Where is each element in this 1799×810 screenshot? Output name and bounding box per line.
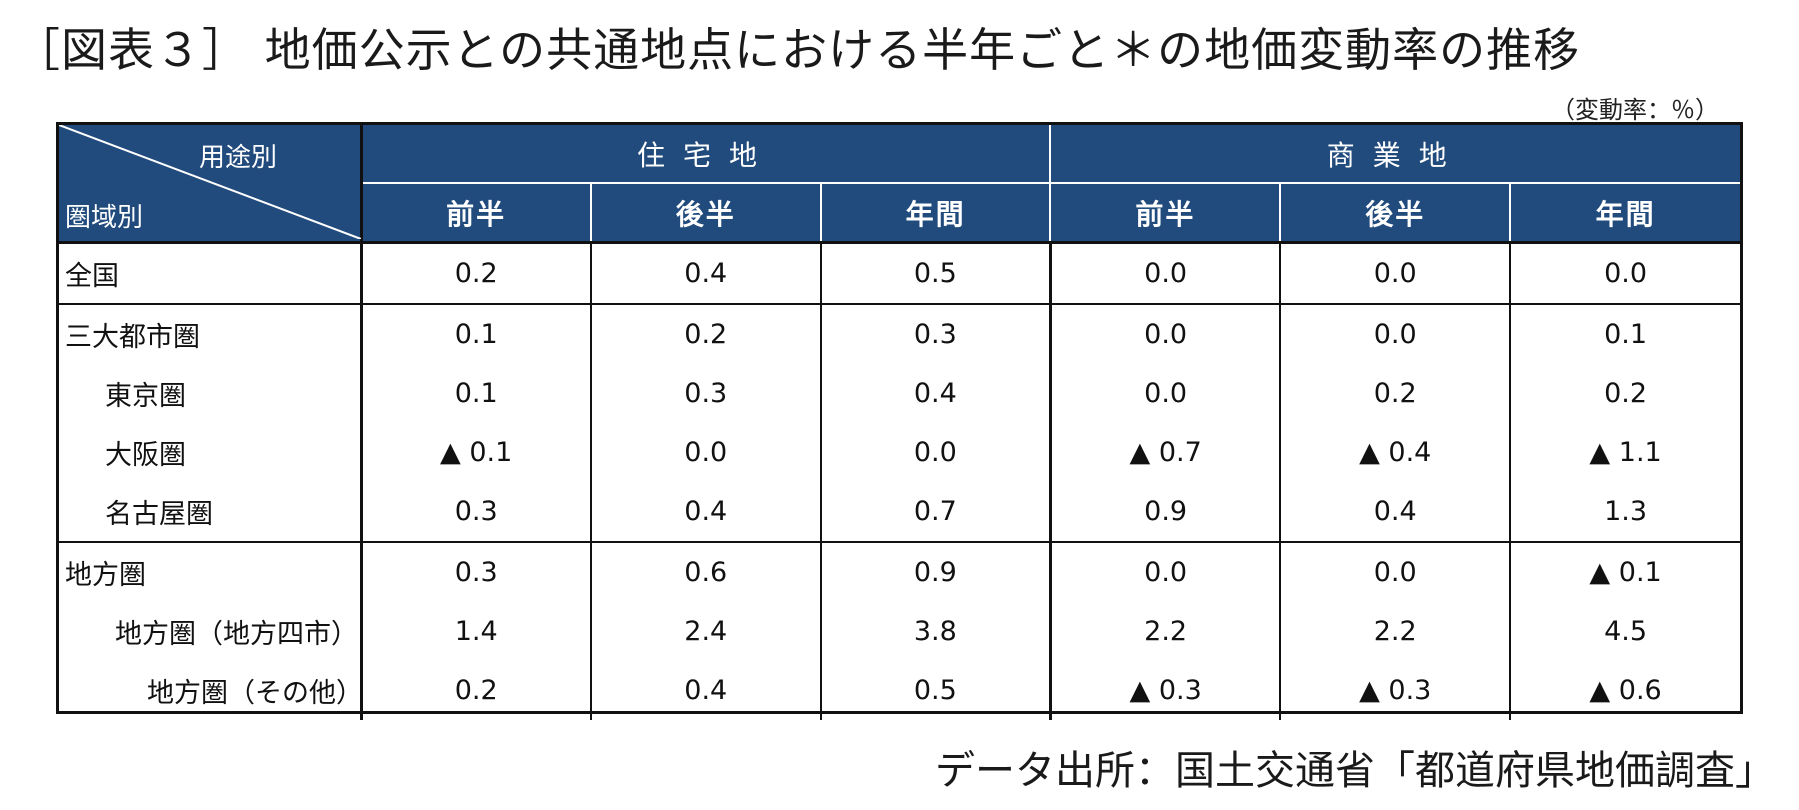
table-cell: ▲ 1.1 <box>1509 423 1740 482</box>
table-cell: ▲ 0.7 <box>1048 423 1281 482</box>
table-cell: 4.5 <box>1509 602 1740 661</box>
row-label: 大阪圏 <box>105 440 186 471</box>
table-body: 全国 0.2 0.4 0.5 0.0 0.0 0.0 三大都市圏 0.1 0.2 0.3 0.0 0.0… <box>59 241 1740 720</box>
corner-usage-label: 用途別 <box>199 143 278 173</box>
subheader-com-first-half: 前半 <box>1049 183 1281 243</box>
subheader-com-second-half: 後半 <box>1279 183 1511 243</box>
table-row: 大阪圏 ▲ 0.1 0.0 0.0 ▲ 0.7 ▲ 0.4 ▲ 1.1 <box>59 423 1740 482</box>
table-cell: ▲ 0.3 <box>1048 661 1281 720</box>
table-cell: 2.2 <box>1048 602 1281 661</box>
table-cell: 0.9 <box>1048 482 1281 542</box>
table-cell: 0.0 <box>1048 541 1281 602</box>
table-row: 三大都市圏 0.1 0.2 0.3 0.0 0.0 0.1 <box>59 303 1740 364</box>
table-cell: 2.4 <box>589 602 821 661</box>
table-cell: 1.3 <box>1509 482 1740 542</box>
table-cell: ▲ 0.3 <box>1279 661 1511 720</box>
subheader-com-annual: 年間 <box>1509 183 1740 243</box>
table-cell: 0.4 <box>1279 482 1511 542</box>
table-cell: 0.0 <box>1279 303 1511 364</box>
table-cell: 0.1 <box>359 303 591 364</box>
group-header-commercial: 商業地 <box>1049 125 1740 184</box>
table-cell: 0.3 <box>819 303 1051 364</box>
table-cell: 0.3 <box>589 364 821 423</box>
table-cell: 0.2 <box>359 661 591 720</box>
subheader-res-annual: 年間 <box>819 183 1051 243</box>
table-cell: 0.0 <box>1509 241 1740 304</box>
table-cell: ▲ 0.4 <box>1279 423 1511 482</box>
table-row: 地方圏 0.3 0.6 0.9 0.0 0.0 ▲ 0.1 <box>59 541 1740 602</box>
page-title: ［図表３］ 地価公示との共通地点における半年ごと＊の地価変動率の推移 <box>14 23 1581 77</box>
corner-diagonal <box>59 125 361 239</box>
corner-region-label: 圏域別 <box>65 203 144 233</box>
table-cell: 0.4 <box>819 364 1051 423</box>
row-label: 全国 <box>59 241 361 304</box>
table-corner: 用途別 圏域別 <box>59 125 363 243</box>
table-cell: 0.1 <box>359 364 591 423</box>
table-cell: 0.5 <box>819 241 1051 304</box>
source-note: データ出所：国土交通省「都道府県地価調査」 <box>935 748 1775 794</box>
table-cell: ▲ 0.6 <box>1509 661 1740 720</box>
row-label: 名古屋圏 <box>105 499 213 530</box>
table-row: 地方圏（地方四市） 1.4 2.4 3.8 2.2 2.2 4.5 <box>59 602 1740 661</box>
subheader-res-second-half: 後半 <box>589 183 821 243</box>
table-cell: 1.4 <box>359 602 591 661</box>
data-table: 用途別 圏域別 住宅地 商業地 前半 後半 年間 前半 後半 年間 全国 0.2 0… <box>56 122 1743 720</box>
table-cell: 0.4 <box>589 241 821 304</box>
table-row: 名古屋圏 0.3 0.4 0.7 0.9 0.4 1.3 <box>59 482 1740 542</box>
table-cell: 0.3 <box>359 482 591 542</box>
table-cell: 0.5 <box>819 661 1051 720</box>
row-label: 地方圏 <box>59 541 361 602</box>
table-cell: 0.2 <box>589 303 821 364</box>
table-cell: 0.2 <box>1509 364 1740 423</box>
table-row: 地方圏（その他） 0.2 0.4 0.5 ▲ 0.3 ▲ 0.3 ▲ 0.6 <box>59 661 1740 720</box>
table-cell: 0.4 <box>589 482 821 542</box>
table-row: 東京圏 0.1 0.3 0.4 0.0 0.2 0.2 <box>59 364 1740 423</box>
table-cell: 0.6 <box>589 541 821 602</box>
group-header-residential: 住宅地 <box>359 125 1051 184</box>
table-row: 全国 0.2 0.4 0.5 0.0 0.0 0.0 <box>59 241 1740 304</box>
table-cell: 0.7 <box>819 482 1051 542</box>
table-cell: 0.0 <box>1048 241 1281 304</box>
unit-label: （変動率：％） <box>1551 96 1719 124</box>
subheader-res-first-half: 前半 <box>359 183 591 243</box>
table-cell: 0.0 <box>589 423 821 482</box>
table-cell: 3.8 <box>819 602 1051 661</box>
table-cell: 0.0 <box>1048 303 1281 364</box>
table-cell: ▲ 0.1 <box>1509 541 1740 602</box>
row-label: 東京圏 <box>105 381 186 412</box>
table-cell: 0.0 <box>819 423 1051 482</box>
table-cell: 0.1 <box>1509 303 1740 364</box>
table-cell: 0.2 <box>359 241 591 304</box>
row-label: 三大都市圏 <box>59 303 361 364</box>
table-cell: 0.9 <box>819 541 1051 602</box>
table-cell: 0.2 <box>1279 364 1511 423</box>
table-cell: 0.4 <box>589 661 821 720</box>
table-cell: 0.0 <box>1279 241 1511 304</box>
table-cell: 0.3 <box>359 541 591 602</box>
table-cell: 0.0 <box>1048 364 1281 423</box>
table-cell: ▲ 0.1 <box>359 423 591 482</box>
table-cell: 0.0 <box>1279 541 1511 602</box>
row-label: 地方圏（その他） <box>147 678 363 709</box>
table-cell: 2.2 <box>1279 602 1511 661</box>
row-label: 地方圏（地方四市） <box>115 619 358 650</box>
